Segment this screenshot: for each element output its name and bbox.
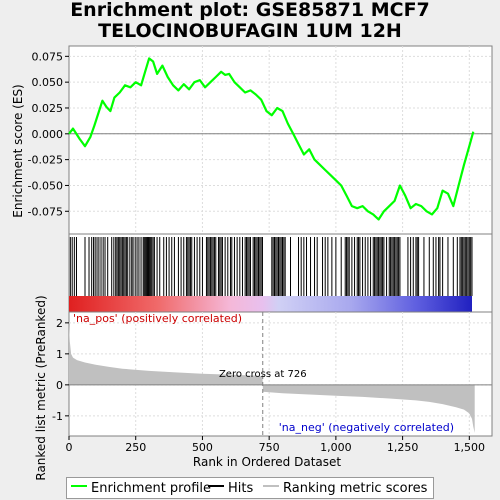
enrichment-y-tick-label: -0.050 — [28, 179, 63, 192]
enrichment-y-tick-label: 0.075 — [32, 50, 64, 63]
ranking-ylabel: Ranked list metric (PreRanked) — [34, 295, 48, 480]
chart-title-line2: TELOCINOBUFAGIN 1UM 12H — [98, 20, 402, 42]
enrichment-ylabel: Enrichment score (ES) — [11, 84, 25, 217]
legend-label-ranking: Ranking metric scores — [283, 481, 428, 496]
ranking-x-tick-label: 500 — [192, 441, 213, 454]
enrichment-y-tick-label: 0.050 — [32, 76, 64, 89]
legend-swatch-ranking — [263, 485, 279, 487]
ranking-y-tick-label: 1 — [56, 348, 63, 361]
ranking-x-tick-label: 1,500 — [454, 441, 486, 454]
enrichment-y-tick-label: 0.000 — [32, 128, 64, 141]
chart-title-line1: Enrichment plot: GSE85871 MCF7 — [70, 0, 430, 21]
legend-label-enrichment: Enrichment profile — [91, 481, 211, 496]
enrichment-profile-line — [68, 57, 475, 221]
ranking-y-tick-label: 0 — [56, 379, 63, 392]
enrichment-y-tick-label: -0.025 — [28, 154, 63, 167]
ranking-x-tick-label: 1,000 — [320, 441, 352, 454]
ranking-metric-area — [69, 324, 475, 433]
enrichment-panel-bg — [68, 45, 493, 235]
ranking-y-tick-label: 2 — [56, 317, 63, 330]
chart-title: Enrichment plot: GSE85871 MCF7 TELOCINOB… — [0, 0, 500, 42]
ranking-x-tick-label: 1,250 — [387, 441, 419, 454]
ranking-y-ticks: 2 1 0 -1 — [52, 317, 69, 423]
legend-label-hits: Hits — [228, 481, 254, 496]
ranking-y-tick-label: -1 — [52, 410, 63, 423]
hits-group — [69, 237, 473, 296]
ranking-x-ticks: 0 250 500 750 1,000 1,250 1,500 — [66, 436, 486, 454]
positive-correlation-label: 'na_pos' (positively correlated) — [73, 312, 242, 325]
rank-color-bar — [69, 296, 472, 312]
legend: Enrichment profile Hits Ranking metric s… — [66, 477, 434, 499]
enrichment-y-tick-label: -0.075 — [28, 205, 63, 218]
negative-correlation-label: 'na_neg' (negatively correlated) — [279, 421, 454, 434]
enrichment-y-tick-label: 0.025 — [32, 102, 64, 115]
ranking-x-tick-label: 250 — [125, 441, 146, 454]
ranking-xlabel: Rank in Ordered Dataset — [193, 455, 341, 469]
ranking-x-tick-label: 750 — [259, 441, 280, 454]
ranking-x-tick-label: 0 — [66, 441, 73, 454]
legend-swatch-enrichment — [71, 485, 87, 487]
legend-swatch-hits — [208, 485, 224, 487]
zero-cross-label: Zero cross at 726 — [219, 369, 307, 380]
enrichment-y-ticks: 0.075 0.050 0.025 0.000 -0.025 -0.050 -0.075 — [28, 50, 69, 218]
